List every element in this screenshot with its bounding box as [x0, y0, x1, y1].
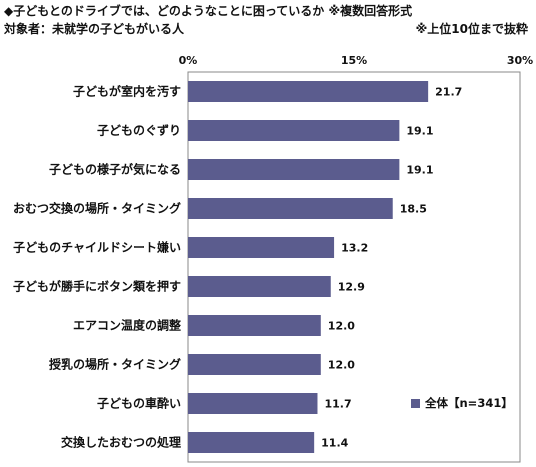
category-label: 子どもの様子が気になる — [49, 162, 181, 177]
bar — [188, 432, 315, 453]
data-label: 11.4 — [321, 437, 348, 450]
bar — [188, 354, 321, 375]
data-label: 13.2 — [341, 242, 368, 255]
data-label: 12.0 — [328, 320, 355, 333]
legend: 全体【n=341】 — [411, 395, 513, 411]
data-label: 12.0 — [328, 359, 355, 372]
category-label: 子どものチャイルドシート嫌い — [13, 240, 181, 255]
category-label: 交換したおむつの処理 — [61, 435, 181, 450]
legend-label: 全体【n=341】 — [425, 396, 513, 410]
x-tick-label: 0% — [179, 54, 198, 67]
bar — [188, 393, 318, 414]
data-label: 19.1 — [406, 164, 433, 177]
bar — [188, 276, 331, 297]
data-label: 19.1 — [406, 125, 433, 138]
x-tick-label: 30% — [507, 54, 533, 67]
plot-frame — [187, 71, 521, 463]
bar — [188, 81, 429, 102]
chart-note: ※上位10位まで抜粋 — [415, 22, 528, 36]
data-label: 11.7 — [324, 398, 351, 411]
data-label: 12.9 — [338, 281, 365, 294]
bar — [188, 315, 321, 336]
category-label: 子どものぐずり — [97, 123, 181, 138]
category-label: 授乳の場所・タイミング — [49, 357, 181, 372]
legend-swatch — [411, 398, 420, 408]
category-label: 子どもが勝手にボタン類を押す — [13, 279, 181, 294]
chart-title: ◆子どもとのドライブでは、どのようなことに困っているか ※複数回答形式 — [4, 4, 413, 18]
data-label: 21.7 — [435, 86, 462, 99]
bar — [188, 237, 335, 258]
chart-subject: 対象者：未就学の子どもがいる人 — [4, 22, 185, 36]
bar — [188, 198, 393, 219]
category-label: エアコン温度の調整 — [73, 318, 181, 333]
bar — [188, 159, 400, 180]
x-tick-label: 15% — [341, 54, 367, 67]
category-label: おむつ交換の場所・タイミング — [13, 201, 181, 216]
category-label: 子どもの車酔い — [97, 396, 181, 411]
bar — [188, 120, 400, 141]
category-label: 子どもが室内を汚す — [73, 84, 181, 99]
data-label: 18.5 — [400, 203, 427, 216]
